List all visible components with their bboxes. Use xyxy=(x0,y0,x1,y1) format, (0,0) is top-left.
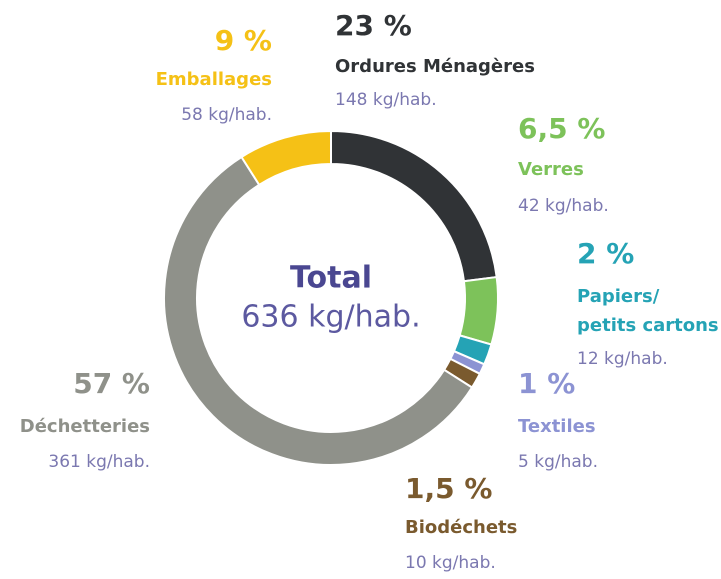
center-title: Total xyxy=(290,261,372,296)
percent-label: 2 % xyxy=(577,237,634,270)
category-label: Biodéchets xyxy=(405,517,517,538)
donut-segment xyxy=(240,129,332,187)
amount-label: 5 kg/hab. xyxy=(518,452,598,472)
percent-label: 57 % xyxy=(73,367,150,400)
percent-label: 1 % xyxy=(518,367,575,400)
category-label-line: Ordures Ménagères xyxy=(335,56,535,77)
percent-label: 23 % xyxy=(335,9,412,42)
category-label: Déchetteries xyxy=(20,416,150,437)
category-label: Papiers/petits cartons xyxy=(577,286,719,336)
amount-label: 42 kg/hab. xyxy=(518,196,609,216)
amount-label: 10 kg/hab. xyxy=(405,553,496,573)
category-label: Ordures Ménagères xyxy=(335,56,535,77)
category-label-line: petits cartons xyxy=(577,315,719,336)
category-label-line: Textiles xyxy=(518,416,596,437)
donut-segment xyxy=(458,275,499,346)
percent-label: 1,5 % xyxy=(405,472,492,505)
donut-segment xyxy=(163,155,474,466)
amount-label: 12 kg/hab. xyxy=(577,349,668,369)
category-label-line: Papiers/ xyxy=(577,286,660,307)
category-label-line: Déchetteries xyxy=(20,416,150,437)
amount-label: 148 kg/hab. xyxy=(335,90,437,110)
category-label-line: Verres xyxy=(518,159,584,180)
percent-label: 9 % xyxy=(215,24,272,57)
category-label: Emballages xyxy=(156,69,272,90)
percent-label: 6,5 % xyxy=(518,112,605,145)
donut-segment xyxy=(330,129,498,283)
amount-label: 58 kg/hab. xyxy=(181,105,272,125)
category-label-line: Emballages xyxy=(156,69,272,90)
center-subtitle: 636 kg/hab. xyxy=(241,300,420,335)
amount-label: 361 kg/hab. xyxy=(48,452,150,472)
category-label: Verres xyxy=(518,159,584,180)
category-label-line: Biodéchets xyxy=(405,517,517,538)
category-label: Textiles xyxy=(518,416,596,437)
